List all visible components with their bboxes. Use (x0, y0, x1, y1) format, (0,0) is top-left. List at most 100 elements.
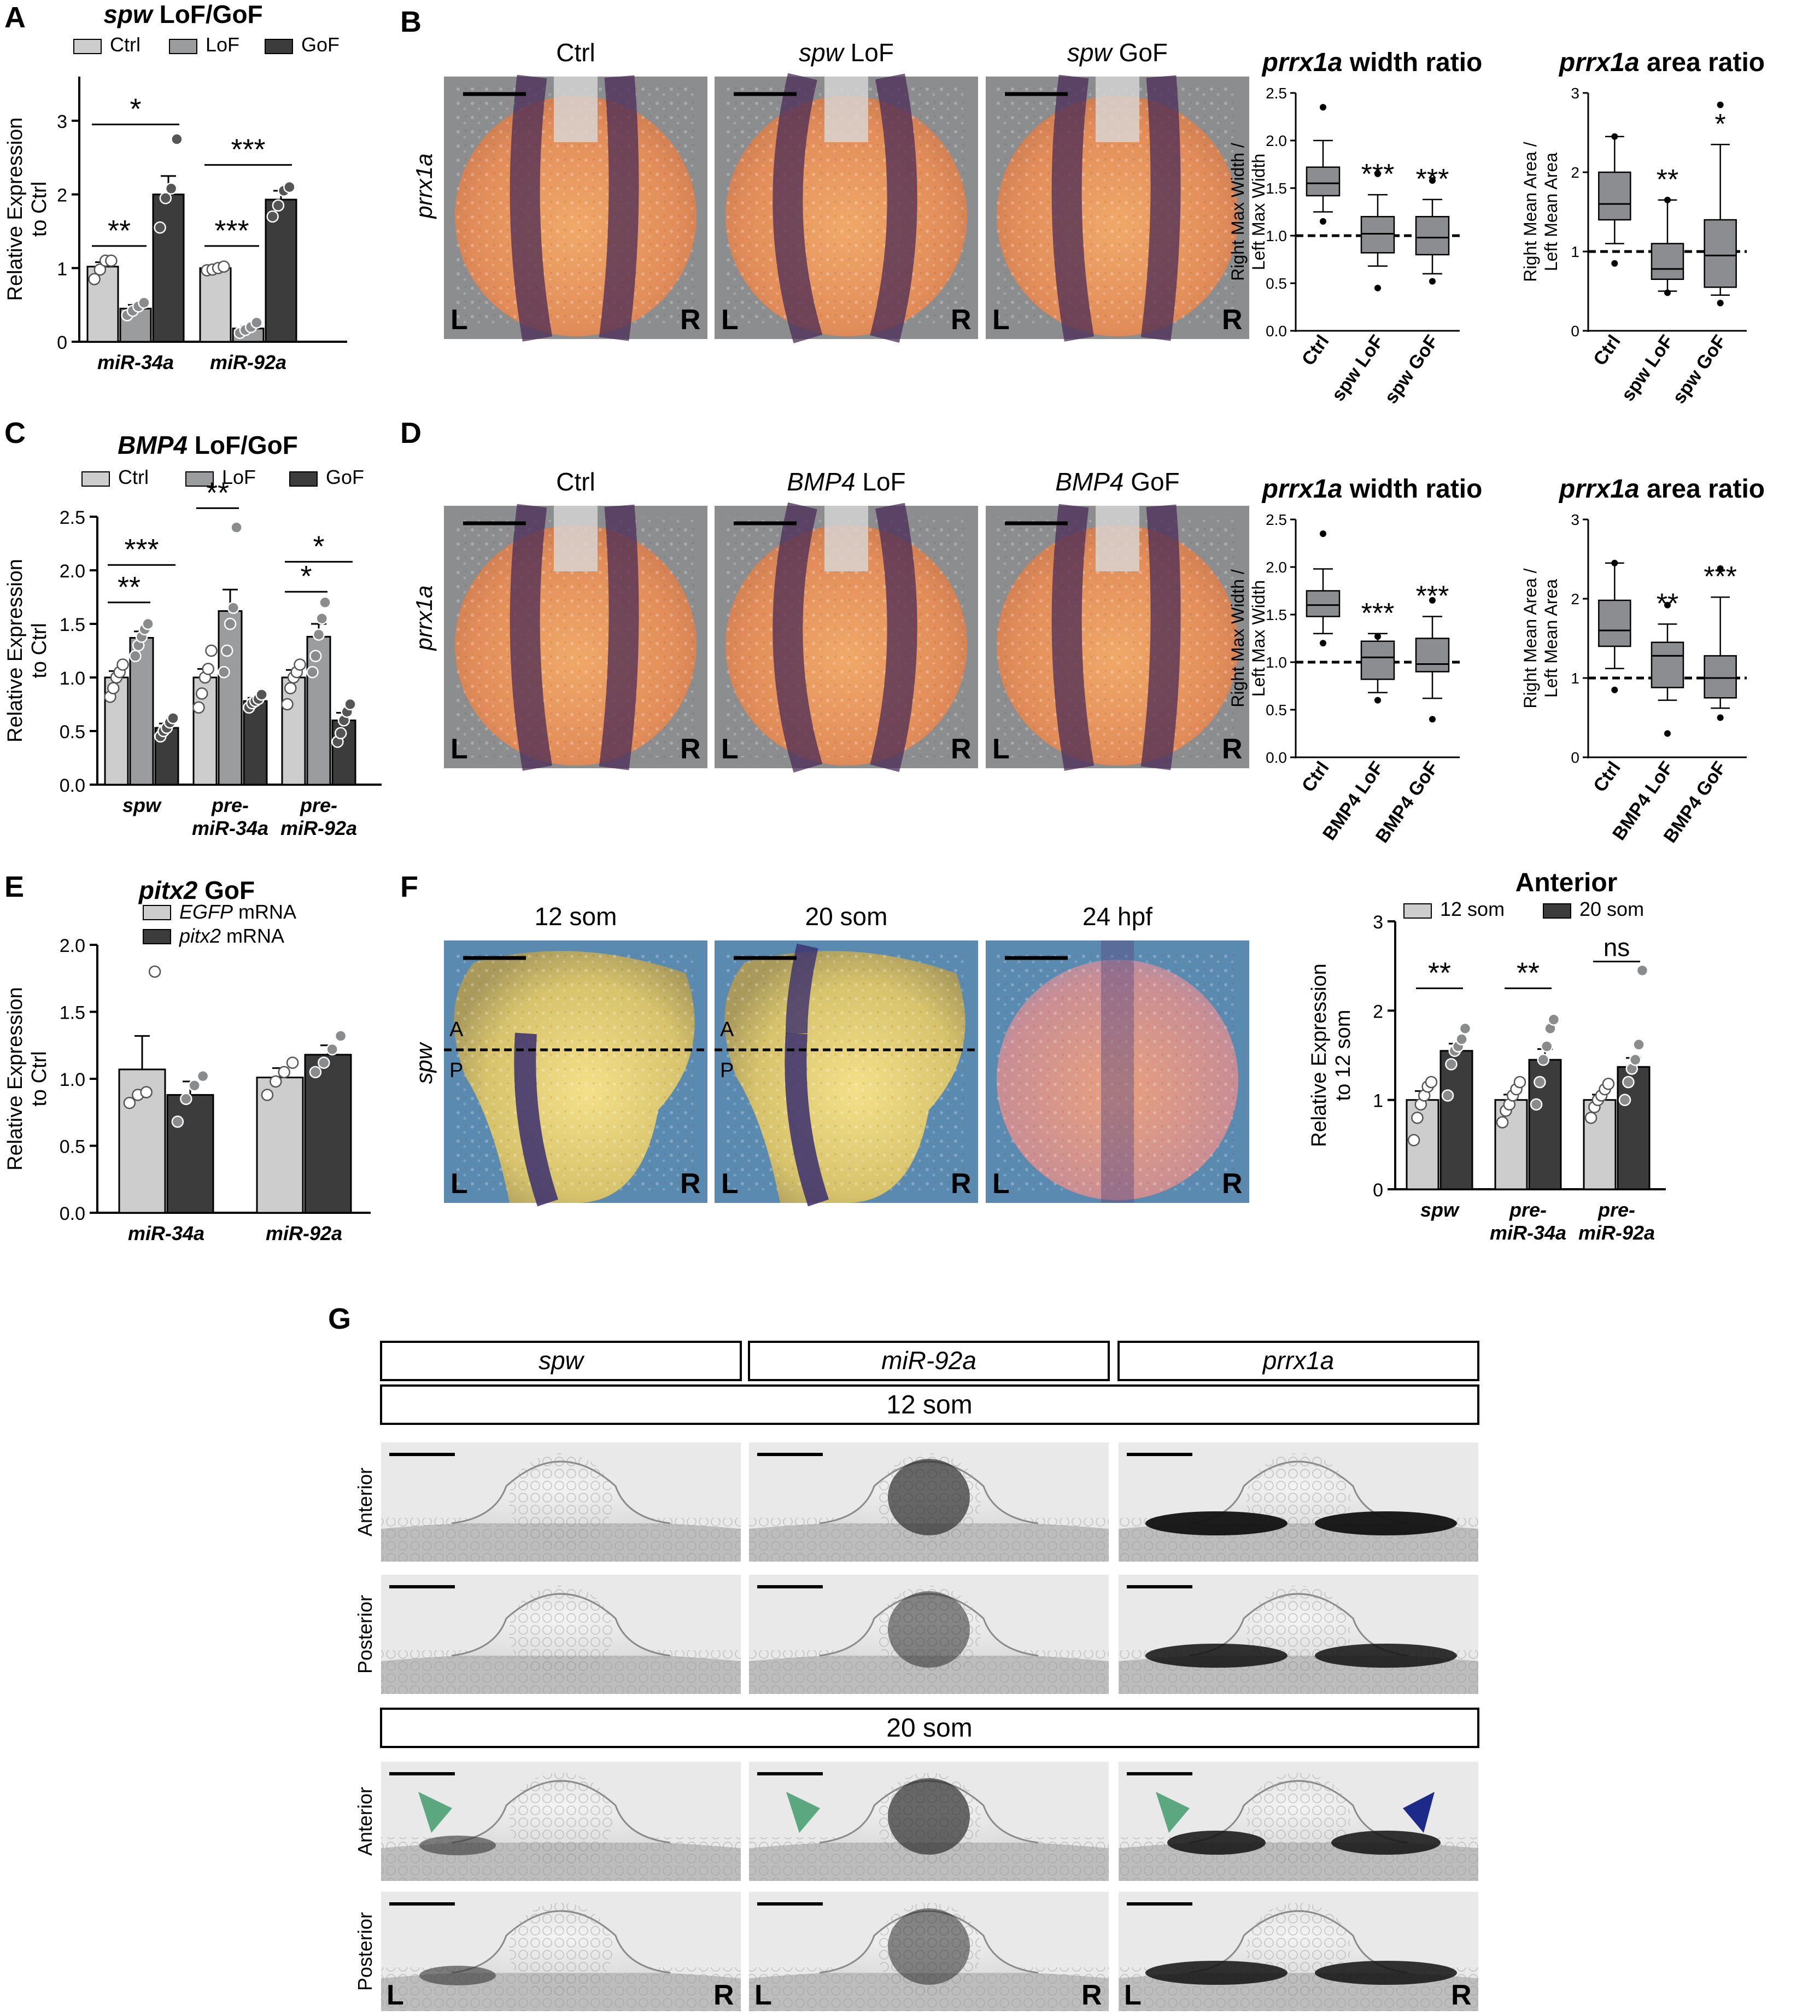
legend-swatch (1543, 903, 1571, 919)
section-image (381, 1762, 741, 1881)
label-left: L (450, 1168, 468, 1200)
data-point (1629, 1053, 1642, 1066)
boxplot-title-italic: prrx1a (1558, 48, 1640, 77)
image-title-rest: Ctrl (556, 468, 595, 496)
data-point (196, 1070, 209, 1083)
image-title: Ctrl (556, 468, 595, 496)
spw-expression (514, 1032, 558, 1207)
section-image (1119, 1575, 1478, 1694)
panel-c-title: BMP4 LoF/GoF (118, 431, 298, 459)
prrx1a-stain-right (1331, 1831, 1441, 1855)
legend-swatch (143, 929, 171, 944)
y-axis-label-line: to Ctrl (28, 1051, 51, 1106)
data-point (123, 1096, 136, 1109)
image-title-rest: GoF (1124, 468, 1180, 496)
notochord (554, 506, 598, 571)
y-tick-label: 0.5 (60, 722, 85, 743)
outlier (1664, 730, 1671, 737)
data-point (167, 712, 179, 724)
significance-label: *** (1361, 159, 1395, 190)
data-point (344, 698, 356, 711)
green-arrowhead (1156, 1792, 1190, 1833)
x-category-label: spw (1420, 1199, 1460, 1221)
label-left: L (992, 733, 1010, 765)
legend-label-italic: EGFP (179, 901, 233, 923)
label-left: L (992, 304, 1010, 336)
section-image (381, 1575, 741, 1694)
legend-swatch (143, 905, 171, 920)
data-point (1496, 1116, 1509, 1129)
g-col-prrx1a: prrx1a (1262, 1346, 1334, 1375)
bar (243, 700, 268, 786)
box (1651, 641, 1684, 688)
panel-letter-d: D (400, 417, 422, 449)
panel-letter-f: F (400, 870, 418, 903)
box (1306, 590, 1341, 617)
data-point (148, 965, 161, 978)
legend-label: GoF (326, 466, 364, 488)
expression-left (510, 74, 553, 342)
data-point (142, 617, 154, 630)
y-tick-label: 2 (1373, 1001, 1383, 1022)
x-category-label: spw GoF (1669, 331, 1730, 407)
data-point (315, 612, 329, 625)
legend-label: GoF (301, 33, 340, 56)
y-tick-label: 1.0 (1266, 227, 1287, 244)
y-tick-label: 2.0 (60, 561, 85, 582)
expression-right (1140, 75, 1181, 341)
legend-label-rest: mRNA (221, 925, 284, 947)
image-title: spw LoF (799, 38, 894, 67)
section-image (381, 1442, 741, 1562)
data-point (286, 1056, 299, 1069)
boxplot-title-italic: prrx1a (1558, 475, 1640, 504)
legend-label: 20 som (1579, 898, 1644, 920)
bar (281, 676, 306, 786)
bar (166, 1094, 214, 1214)
y-tick-label: 1.5 (60, 615, 85, 635)
significance-label: ** (1657, 164, 1678, 196)
x-category-label: miR-92a (280, 817, 357, 839)
data-point (1513, 1076, 1526, 1089)
neural-tube-cells (1247, 1773, 1350, 1866)
outlier (1611, 559, 1618, 566)
data-point (171, 133, 183, 145)
box (1704, 655, 1737, 699)
data-point (154, 221, 166, 234)
y-axis-label: Relative Expressionto 12 som (1308, 963, 1355, 1147)
outlier (1320, 218, 1326, 225)
y-axis-label-line: Left Mean Area (1541, 579, 1561, 698)
y-axis-label: Relative Expressionto Ctrl (4, 987, 51, 1171)
significance-label: ** (206, 476, 229, 509)
bar (265, 198, 297, 343)
outlier (1717, 565, 1724, 572)
data-point (312, 628, 325, 641)
data-point (105, 254, 118, 267)
y-axis-label-line: Relative Expression (4, 987, 27, 1171)
data-point (294, 658, 306, 671)
notochord (554, 77, 598, 142)
data-point (1632, 1038, 1645, 1051)
bar (199, 267, 232, 343)
data-point (107, 682, 120, 694)
outlier (1611, 133, 1618, 140)
data-point (180, 1092, 192, 1105)
data-point (284, 682, 297, 694)
image-title-rest: 12 som (535, 902, 617, 931)
legend-label: 12 som (1440, 898, 1505, 920)
y-tick-label: 1.5 (1266, 606, 1287, 623)
boxplot-title: prrx1a area ratio (1558, 475, 1765, 504)
bar (304, 1054, 352, 1214)
panel-d-area-ratio-boxplot: prrx1a area ratio 0 1 2 3 Right Mean Area /Le… (1520, 475, 1765, 846)
bar (129, 636, 154, 786)
y-tick-label: 2.0 (1266, 132, 1287, 149)
panel-b-gene-label: prrx1a (411, 153, 437, 219)
data-point (1455, 1033, 1468, 1045)
bar (1617, 1066, 1651, 1190)
data-point (116, 658, 129, 671)
mir92a-stain (888, 1459, 970, 1535)
image-title-italic: spw (799, 38, 845, 67)
data-point (88, 273, 101, 285)
bar (1439, 1050, 1473, 1190)
